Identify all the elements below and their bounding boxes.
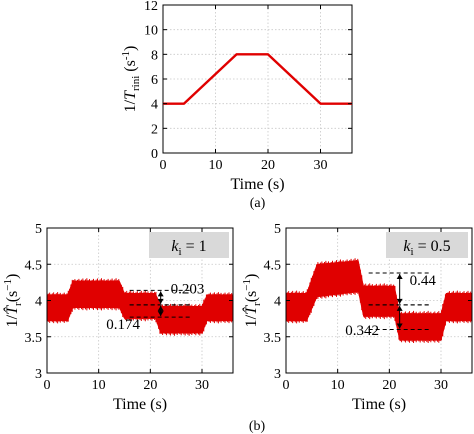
annotation-label: 0.203 xyxy=(171,282,205,298)
annotation-arrow-head xyxy=(157,291,164,297)
panel-b1-ylabel-exp: −1 xyxy=(2,279,14,291)
x-tick-label: 20 xyxy=(143,378,157,393)
panel-b1-ylabel-sub: r xyxy=(12,302,24,306)
panel-b1-marks xyxy=(46,278,234,336)
y-tick-label: 4 xyxy=(274,295,281,310)
panel-a-ylabel-close: ) xyxy=(122,46,139,51)
panel-a-ylabel: 1/Trini (s-1) xyxy=(120,46,142,113)
panel-b2-legend-box xyxy=(386,232,468,258)
x-tick-label: 10 xyxy=(209,158,223,173)
x-tick-label: 0 xyxy=(160,158,167,173)
panel-b2-ylabel-unit: (s xyxy=(243,291,260,303)
panel-b2-ylabel-text: 1/ xyxy=(243,314,260,327)
y-tick-label: 10 xyxy=(144,24,158,39)
annotation-label: 0.342 xyxy=(345,323,379,339)
y-tick-label: 2 xyxy=(151,122,158,137)
annotation-label: 0.44 xyxy=(410,273,437,289)
x-tick-label: 0 xyxy=(44,378,51,393)
annotation-arrow-head xyxy=(157,305,164,311)
y-tick-label: 8 xyxy=(151,48,158,63)
x-tick-label: 20 xyxy=(382,378,396,393)
x-tick-label: 30 xyxy=(434,378,448,393)
panel-b2: 0 10 20 30 3 3.5 4 4.5 5 0.44 0.342 ki = 0.5 Time… xyxy=(241,222,473,413)
panel-b1-xlabel: Time (s) xyxy=(113,396,167,413)
panel-b2-ylabel-exp: −1 xyxy=(241,279,253,291)
x-tick-label: 30 xyxy=(195,378,209,393)
annotation-arrow-head xyxy=(157,311,164,317)
annotation-arrow-head xyxy=(396,273,403,279)
x-tick-label: 20 xyxy=(261,158,275,173)
panel-a-caption: (a) xyxy=(250,196,266,211)
panel-a-xlabel: Time (s) xyxy=(230,176,284,193)
panel-b1-ylabel-symbol: T̂ xyxy=(2,305,21,315)
y-tick-label: 6 xyxy=(151,73,158,88)
panel-a-ylabel-unit: (s xyxy=(122,60,139,76)
panel-b1-ylabel: 1/T̂r(s−1) xyxy=(2,274,24,328)
y-tick-label: 3 xyxy=(274,367,281,382)
y-tick-label: 0 xyxy=(151,147,158,162)
panel-a-marks xyxy=(163,53,352,105)
x-tick-label: 30 xyxy=(314,158,328,173)
annotation-label: 0.174 xyxy=(106,317,140,333)
panel-b-caption: (b) xyxy=(249,419,266,434)
panel-b2-ylabel-sub: r xyxy=(251,302,263,306)
panel-a-ylabel-sub: rini xyxy=(130,76,142,91)
series-line xyxy=(163,53,352,105)
panel-b2-ylabel-close: ) xyxy=(243,274,260,279)
panel-a-ticks: 0 10 20 30 0 2 4 6 8 10 12 xyxy=(144,0,352,173)
x-tick-label: 10 xyxy=(331,378,345,393)
y-tick-label: 4.5 xyxy=(264,258,282,273)
panel-b2-legend-k: k xyxy=(403,238,411,255)
panel-b1-ylabel-unit: (s xyxy=(4,291,21,303)
y-tick-label: 5 xyxy=(274,222,281,237)
panel-b2-ylabel-symbol: T̂ xyxy=(241,305,260,315)
y-tick-label: 3 xyxy=(35,367,42,382)
panel-b1-ylabel-close: ) xyxy=(4,274,21,279)
panel-b2-marks xyxy=(285,258,473,344)
y-tick-label: 4.5 xyxy=(25,258,43,273)
y-tick-label: 3.5 xyxy=(264,331,282,346)
panel-b2-annotations: 0.44 0.342 xyxy=(345,272,437,339)
panel-b1-legend-box xyxy=(149,232,229,258)
x-tick-label: 10 xyxy=(92,378,106,393)
panel-b1-annotations: 0.203 0.174 xyxy=(106,282,204,333)
annotation-arrow-head xyxy=(157,298,164,304)
panel-a-ylabel-text: 1/ xyxy=(122,99,139,112)
panel-b2-ylabel: 1/T̂r(s−1) xyxy=(241,274,263,328)
panel-a-ylabel-exp: -1 xyxy=(120,51,132,60)
panel-b1-legend-k: k xyxy=(171,238,179,255)
annotation-arrow-head xyxy=(396,298,403,304)
panel-b1: 0 10 20 30 3 3.5 4 4.5 5 0.203 0.174 ki = 1 Time … xyxy=(2,222,234,413)
annotation-arrow-head xyxy=(396,305,403,311)
x-tick-label: 0 xyxy=(283,378,290,393)
panel-b1-legend-sub: i xyxy=(179,246,182,258)
panel-b1-ylabel-text: 1/ xyxy=(4,314,21,327)
panel-a-ylabel-symbol: T xyxy=(122,90,139,100)
panel-b2-ticks: 0 10 20 30 3 3.5 4 4.5 5 xyxy=(264,222,472,393)
panel-b2-xlabel: Time (s) xyxy=(352,396,406,413)
panel-b1-ticks: 0 10 20 30 3 3.5 4 4.5 5 xyxy=(25,222,233,393)
panel-b2-legend-val: = 0.5 xyxy=(414,238,451,255)
y-tick-label: 5 xyxy=(35,222,42,237)
panel-b1-legend: ki = 1 xyxy=(171,238,206,258)
y-tick-label: 3.5 xyxy=(25,331,43,346)
panel-b2-legend-sub: i xyxy=(411,246,414,258)
panel-a-grid xyxy=(162,4,352,154)
panel-b1-legend-val: = 1 xyxy=(182,238,207,255)
y-tick-label: 12 xyxy=(144,0,158,14)
y-tick-label: 4 xyxy=(151,98,158,113)
panel-b2-legend: ki = 0.5 xyxy=(403,238,450,258)
annotation-arrow-head xyxy=(396,323,403,329)
y-tick-label: 4 xyxy=(35,295,42,310)
